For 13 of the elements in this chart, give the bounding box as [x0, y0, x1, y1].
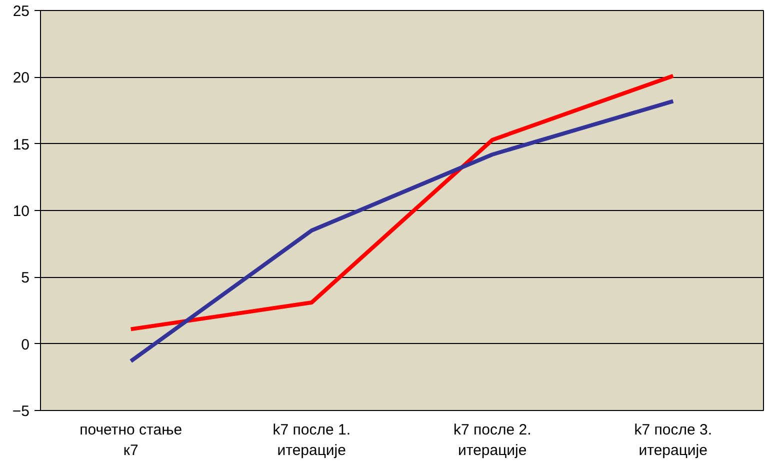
y-tick-label: 10: [12, 203, 30, 220]
x-tick-label: k7 после 3. итерације: [634, 422, 712, 459]
y-tick-label: 5: [21, 270, 30, 287]
y-tick-label: −5: [12, 403, 30, 420]
y-tick-label: 20: [12, 70, 30, 87]
line-series: [128, 99, 676, 364]
y-tick-label: 0: [21, 336, 30, 354]
x-tick-label: k7 после 2. итерације: [454, 422, 532, 459]
y-tick-label: 25: [12, 3, 30, 20]
x-tick-label: почетно стање к7: [80, 422, 182, 459]
y-tick-label: 15: [12, 136, 30, 154]
line-series: [128, 74, 676, 332]
x-tick-label: k7 после 1. итерације: [272, 422, 350, 459]
